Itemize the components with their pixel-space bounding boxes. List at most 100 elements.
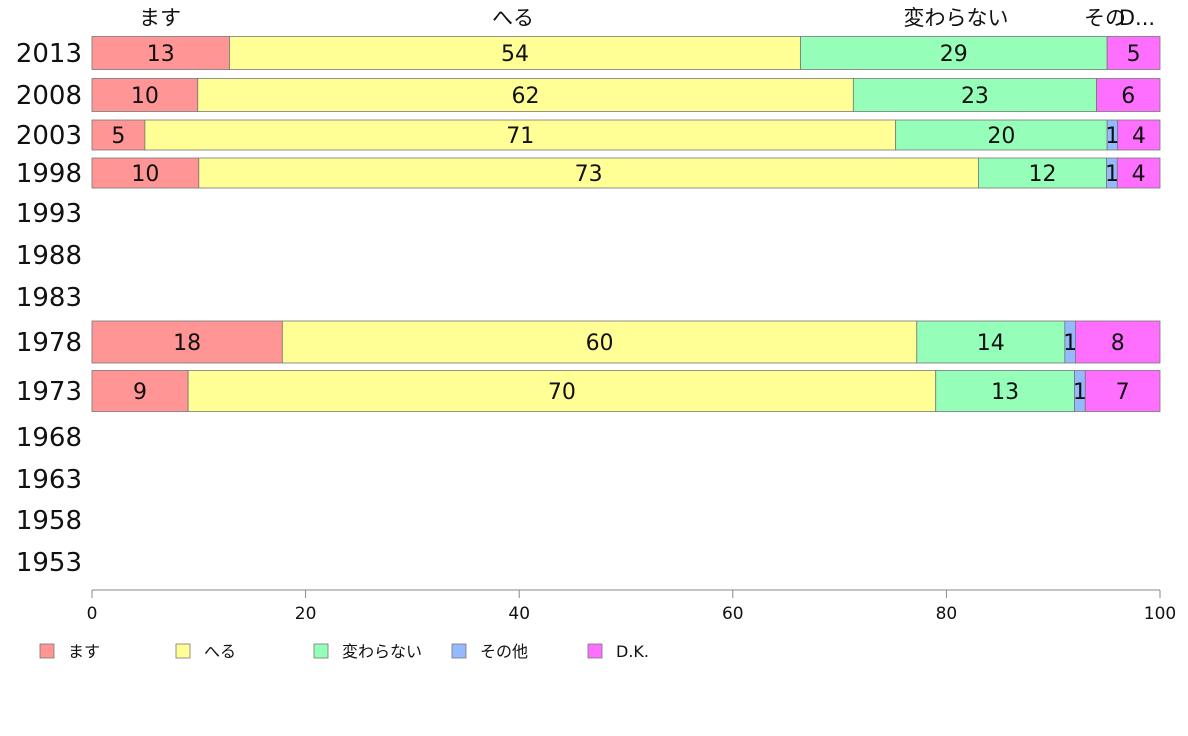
year-label-1963: 1963 [16, 465, 82, 495]
bar-2013-D.K. [1106, 36, 1161, 70]
value-label-1978-ます: 18 [173, 331, 201, 356]
top-label-2: 変わらない [904, 6, 1009, 30]
bar-row-1998: 10 73 12 1 4 [91, 157, 1161, 189]
x-tick-label-0: 0 [87, 604, 98, 624]
x-tick-label-80: 80 [936, 604, 958, 624]
bar-1998-変わらない [978, 157, 1108, 189]
value-label-2013-変わらない: 29 [940, 42, 968, 67]
value-label-2013-ます: 13 [147, 42, 175, 67]
legend-swatch-へる [175, 643, 191, 659]
year-label-1993: 1993 [16, 199, 82, 229]
year-label-1983: 1983 [16, 283, 82, 313]
bar-row-1973: 9 70 13 1 7 [91, 370, 1161, 412]
year-label-1973: 1973 [16, 377, 82, 407]
legend-swatch-その他 [451, 643, 467, 659]
x-axis: 0 20 40 60 80 100 [87, 589, 1176, 624]
legend-label-その他: その他 [480, 642, 528, 661]
year-label-1998: 1998 [16, 159, 82, 189]
value-label-1978-D.K.: 8 [1111, 331, 1125, 356]
value-label-2013-D.K.: 5 [1127, 42, 1141, 67]
bar-row-2008: 10 62 23 6 [91, 78, 1161, 112]
bar-row-1978: 18 60 14 1 8 [91, 320, 1161, 364]
value-label-2008-変わらない: 23 [961, 84, 989, 109]
bar-1998-へる [198, 157, 979, 189]
top-label-4: D... [1119, 6, 1155, 30]
bar-2008-ます [91, 78, 199, 112]
x-tick-label-20: 20 [295, 604, 317, 624]
value-label-1998-D.K.: 4 [1132, 162, 1146, 187]
legend-item-D.K.: D.K. [587, 642, 649, 661]
bar-2008-へる [197, 78, 854, 112]
legend-label-へる: へる [204, 642, 236, 661]
top-label-1: へる [492, 6, 534, 30]
bar-1978-へる [281, 320, 918, 364]
bar-2003-ます [91, 119, 146, 151]
value-label-2013-へる: 54 [501, 42, 529, 67]
legend-item-へる: へる [175, 642, 236, 661]
year-label-1978: 1978 [16, 328, 82, 358]
bar-1978-ます [91, 320, 283, 364]
bar-row-2013: 13 54 29 5 [91, 36, 1161, 70]
bar-2008-変わらない [852, 78, 1097, 112]
x-tick-label-60: 60 [722, 604, 744, 624]
year-label-2013: 2013 [16, 39, 82, 69]
value-label-1998-その他: 1 [1105, 162, 1119, 187]
bar-2003-D.K. [1117, 119, 1161, 151]
value-label-2003-へる: 71 [506, 124, 534, 149]
bars: 13 54 29 510 62 23 65 71 20 1 410 73 12 1 418 60 14 1 89 70… [91, 36, 1161, 412]
value-label-2003-D.K.: 4 [1132, 124, 1146, 149]
value-label-2008-D.K.: 6 [1121, 84, 1135, 109]
value-label-1998-ます: 10 [131, 162, 159, 187]
bar-1973-D.K. [1084, 370, 1161, 412]
bar-1998-ます [91, 157, 200, 189]
legend-label-変わらない: 変わらない [342, 642, 422, 661]
top-label-3: その [1084, 6, 1126, 30]
bar-1978-変わらない [916, 320, 1066, 364]
year-label-2008: 2008 [16, 81, 82, 111]
value-label-2003-ます: 5 [111, 124, 125, 149]
value-label-1998-へる: 73 [575, 162, 603, 187]
year-label-2003: 2003 [16, 121, 82, 151]
legend-item-その他: その他 [451, 642, 528, 661]
bar-1973-変わらない [935, 370, 1075, 412]
legend-item-ます: ます [39, 642, 100, 661]
year-label-1953: 1953 [16, 548, 82, 578]
value-label-2003-その他: 1 [1105, 124, 1119, 149]
year-label-1988: 1988 [16, 241, 82, 271]
value-label-1998-変わらない: 12 [1029, 162, 1057, 187]
value-label-2008-へる: 62 [512, 84, 540, 109]
top-series-labels: ます へる 変わらない そのD... [139, 6, 1155, 30]
year-label-1958: 1958 [16, 506, 82, 536]
value-label-1973-その他: 1 [1073, 380, 1087, 405]
bar-2003-変わらない [895, 119, 1108, 151]
bar-2008-D.K. [1096, 78, 1161, 112]
value-label-1973-D.K.: 7 [1116, 380, 1130, 405]
value-label-1978-変わらない: 14 [977, 331, 1005, 356]
value-label-1978-その他: 1 [1063, 331, 1077, 356]
year-label-1968: 1968 [16, 423, 82, 453]
legend-swatch-ます [39, 643, 55, 659]
bar-row-2003: 5 71 20 1 4 [91, 119, 1161, 151]
year-labels: 2013 2008 2003 1998 1993 1988 1983 1978 1973 1968… [16, 39, 82, 578]
bar-1998-D.K. [1116, 157, 1161, 189]
bar-2013-ます [91, 36, 230, 70]
top-label-0: ます [139, 6, 181, 30]
value-label-1973-変わらない: 13 [991, 380, 1019, 405]
value-label-2008-ます: 10 [131, 84, 159, 109]
bar-2013-へる [229, 36, 801, 70]
legend-swatch-変わらない [313, 643, 329, 659]
value-label-1973-へる: 70 [548, 380, 576, 405]
x-tick-label-40: 40 [508, 604, 530, 624]
bar-1973-ます [91, 370, 189, 412]
bar-2003-へる [144, 119, 897, 151]
bar-1973-へる [187, 370, 937, 412]
value-label-1973-ます: 9 [133, 380, 147, 405]
value-label-2003-変わらない: 20 [987, 124, 1015, 149]
legend: ます へる 変わらない その他 D.K. [39, 642, 649, 661]
legend-item-変わらない: 変わらない [313, 642, 422, 661]
legend-swatch-D.K. [587, 643, 603, 659]
bar-1978-D.K. [1075, 320, 1161, 364]
bar-2013-変わらない [800, 36, 1108, 70]
legend-label-ます: ます [68, 642, 100, 661]
